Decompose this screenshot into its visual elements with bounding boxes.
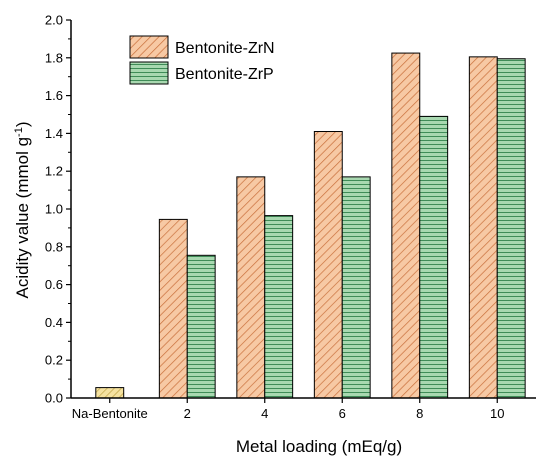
bar-zrp-2 xyxy=(186,254,216,399)
bar-zrn-10 xyxy=(468,56,498,399)
x-tick-label: 10 xyxy=(490,406,504,421)
ticks: 0.0 0.2 0.4 0.6 0.8 1.0 1.2 1.4 1.6 1.8 2.0 Na-Bent… xyxy=(45,13,505,422)
y-tick-label: 0.8 xyxy=(45,239,63,254)
x-tick-label: 8 xyxy=(416,406,423,421)
bar-zrn-6 xyxy=(313,131,343,399)
y-tick-label: 1.2 xyxy=(45,164,63,179)
legend-label-zrp: Bentonite-ZrP xyxy=(175,66,274,83)
bar-zrp-8 xyxy=(419,115,449,399)
bar-zrn-8 xyxy=(391,52,421,399)
y-tick-label: 2.0 xyxy=(45,13,63,28)
y-tick-label: 0.6 xyxy=(45,277,63,292)
bar-zrp-10 xyxy=(496,58,526,399)
bar-zrn-4 xyxy=(236,176,266,399)
legend-label-zrn: Bentonite-ZrN xyxy=(175,40,275,57)
y-tick-label: 1.0 xyxy=(45,202,63,217)
y-tick-label: 1.4 xyxy=(45,126,63,141)
x-tick-label: 4 xyxy=(261,406,268,421)
legend-swatch-zrn xyxy=(129,35,169,59)
legend: Bentonite-ZrN Bentonite-ZrP xyxy=(129,35,275,85)
x-tick-label: 6 xyxy=(339,406,346,421)
bar-zrp-6 xyxy=(341,176,371,399)
bars xyxy=(95,52,526,399)
bar-zrn-2 xyxy=(158,218,188,399)
y-axis-label: Acidity value (mmol g-1) xyxy=(13,121,32,298)
bar-zrp-4 xyxy=(264,215,294,399)
y-tick-label: 0.4 xyxy=(45,315,63,330)
y-axis-label-main: Acidity value (mmol g xyxy=(13,137,32,299)
y-tick-label: 0.0 xyxy=(45,391,63,406)
y-axis-label-sup: -1 xyxy=(13,127,25,137)
y-tick-label: 1.8 xyxy=(45,50,63,65)
legend-swatch-zrp xyxy=(129,61,169,85)
x-tick-label: Na-Bentonite xyxy=(72,406,148,421)
x-axis-label: Metal loading (mEq/g) xyxy=(236,437,402,456)
y-axis-label-close: ) xyxy=(13,121,32,127)
bar-na-bentonite xyxy=(95,387,125,399)
y-tick-label: 0.2 xyxy=(45,353,63,368)
y-tick-label: 1.6 xyxy=(45,88,63,103)
x-tick-label: 2 xyxy=(184,406,191,421)
